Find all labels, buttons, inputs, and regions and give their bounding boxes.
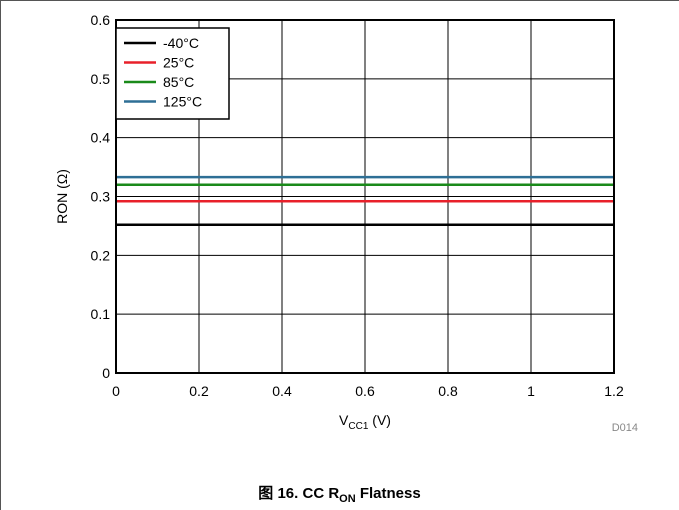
x-tick-label-5: 1 — [527, 383, 535, 399]
plot-area: 0 0.2 0.4 0.6 0.8 1 1.2 0 0.1 0.2 0.3 0.4 0.5 0.6 VCC1… — [54, 12, 638, 434]
x-tick-label-4: 0.8 — [438, 383, 458, 399]
figure-caption: 图 16. CC RON Flatness — [0, 482, 679, 505]
caption-prefix: 图 16. CC R — [258, 485, 340, 502]
y-tick-label-4: 0.4 — [91, 130, 111, 146]
legend-label-1: 25°C — [163, 55, 194, 71]
y-tick-label-5: 0.5 — [91, 71, 111, 87]
x-tick-label-3: 0.6 — [355, 383, 375, 399]
legend-label-3: 125°C — [163, 94, 202, 110]
x-tick-label-1: 0.2 — [189, 383, 209, 399]
plot-border — [115, 19, 615, 374]
y-tick-label-6: 0.6 — [91, 12, 111, 28]
x-axis-label: VCC1 (V) — [339, 412, 391, 432]
legend-label-2: 85°C — [163, 74, 194, 90]
y-tick-label-3: 0.3 — [91, 189, 111, 205]
legend-label-0: -40°C — [163, 35, 199, 51]
y-tick-label-0: 0 — [102, 365, 110, 381]
y-tick-label-1: 0.1 — [91, 306, 111, 322]
caption-sub: ON — [339, 493, 356, 505]
x-tick-label-6: 1.2 — [604, 383, 624, 399]
x-tick-label-0: 0 — [112, 383, 120, 399]
y-tick-label-2: 0.2 — [91, 247, 111, 263]
y-axis-label: RON (Ω) — [54, 169, 70, 224]
x-tick-label-2: 0.4 — [272, 383, 292, 399]
figure-code: D014 — [612, 422, 638, 434]
caption-suffix: Flatness — [355, 485, 421, 502]
